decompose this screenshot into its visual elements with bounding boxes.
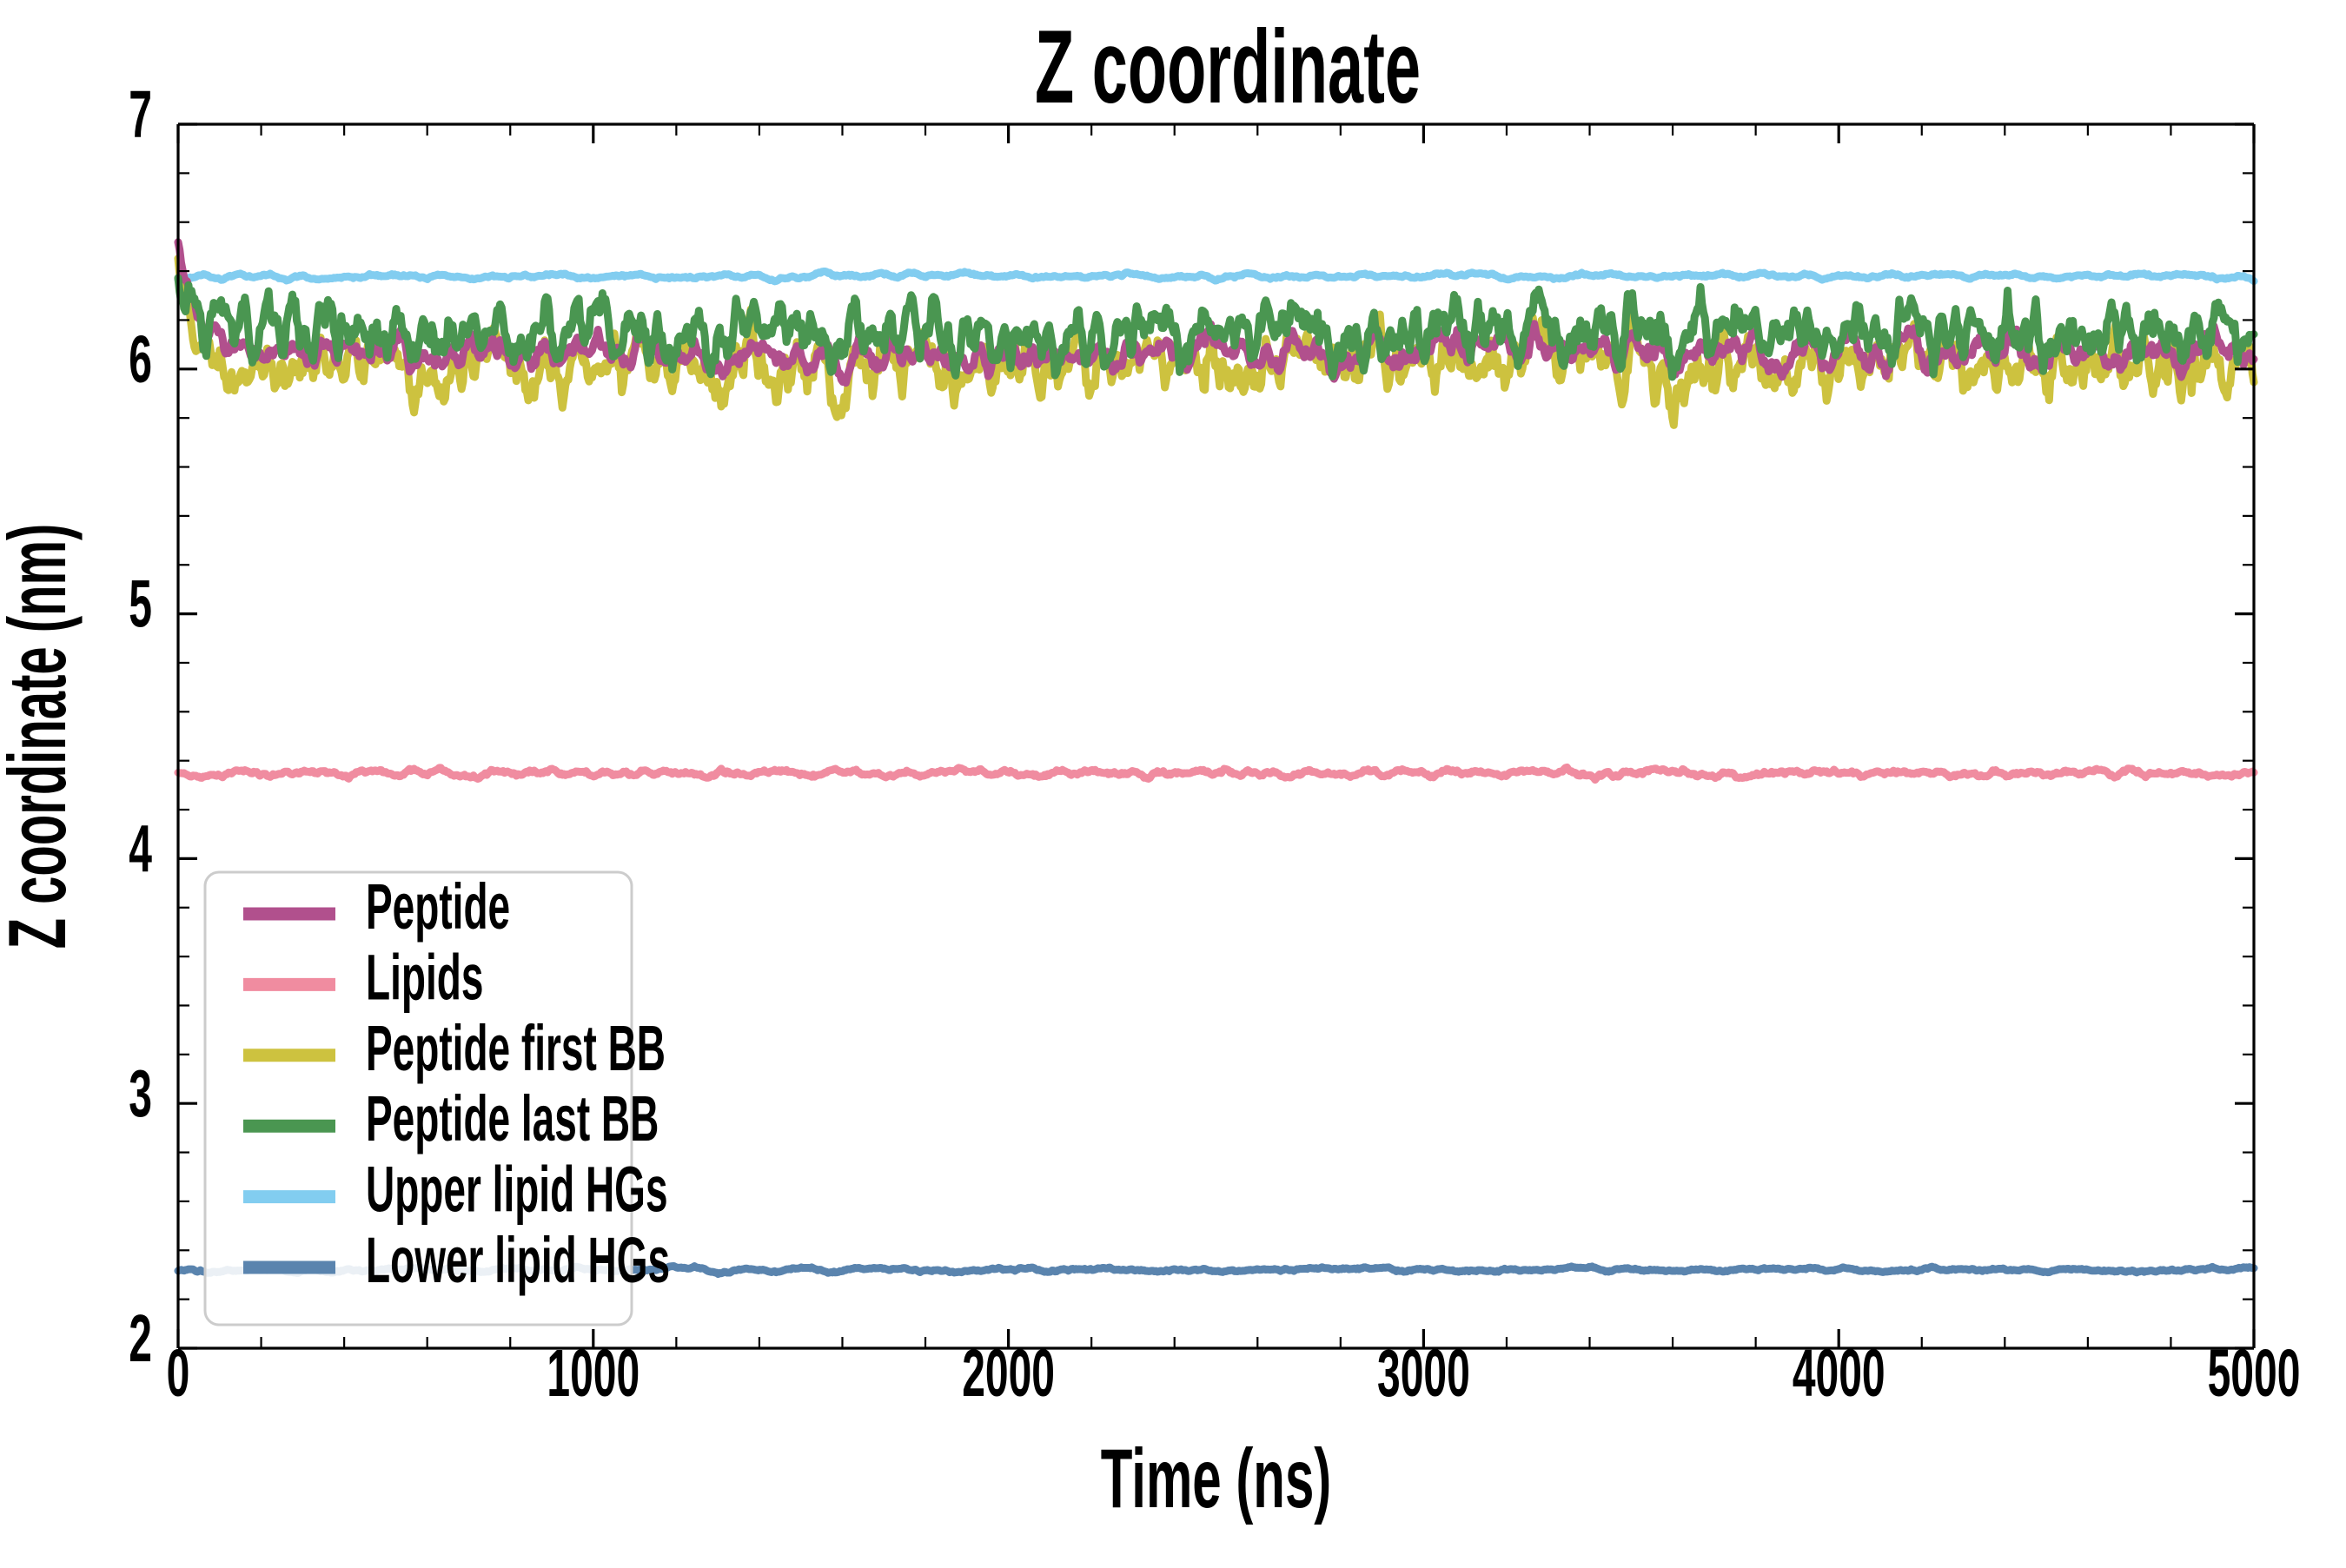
svg-text:Peptide first BB: Peptide first BB [366,1013,666,1085]
svg-text:Z coordinate (nm): Z coordinate (nm) [0,524,83,949]
svg-text:2: 2 [129,1300,152,1376]
svg-text:Peptide: Peptide [366,871,510,943]
svg-text:Peptide last BB: Peptide last BB [366,1083,659,1155]
svg-text:7: 7 [129,76,152,152]
svg-text:6: 6 [129,321,152,397]
svg-text:Lipids: Lipids [366,942,483,1014]
svg-text:3: 3 [129,1055,152,1131]
svg-text:4: 4 [129,811,152,887]
svg-text:4000: 4000 [1793,1335,1885,1411]
svg-text:3000: 3000 [1377,1335,1470,1411]
svg-text:Upper lipid HGs: Upper lipid HGs [366,1154,668,1226]
svg-text:5: 5 [129,566,152,642]
svg-text:Time (ns): Time (ns) [1101,1432,1332,1525]
svg-text:Lower lipid HGs: Lower lipid HGs [366,1225,670,1297]
svg-text:2000: 2000 [962,1335,1055,1411]
svg-text:Z coordinate: Z coordinate [1035,10,1421,125]
svg-text:5000: 5000 [2208,1335,2301,1411]
svg-text:0: 0 [167,1335,190,1411]
svg-text:1000: 1000 [547,1335,640,1411]
